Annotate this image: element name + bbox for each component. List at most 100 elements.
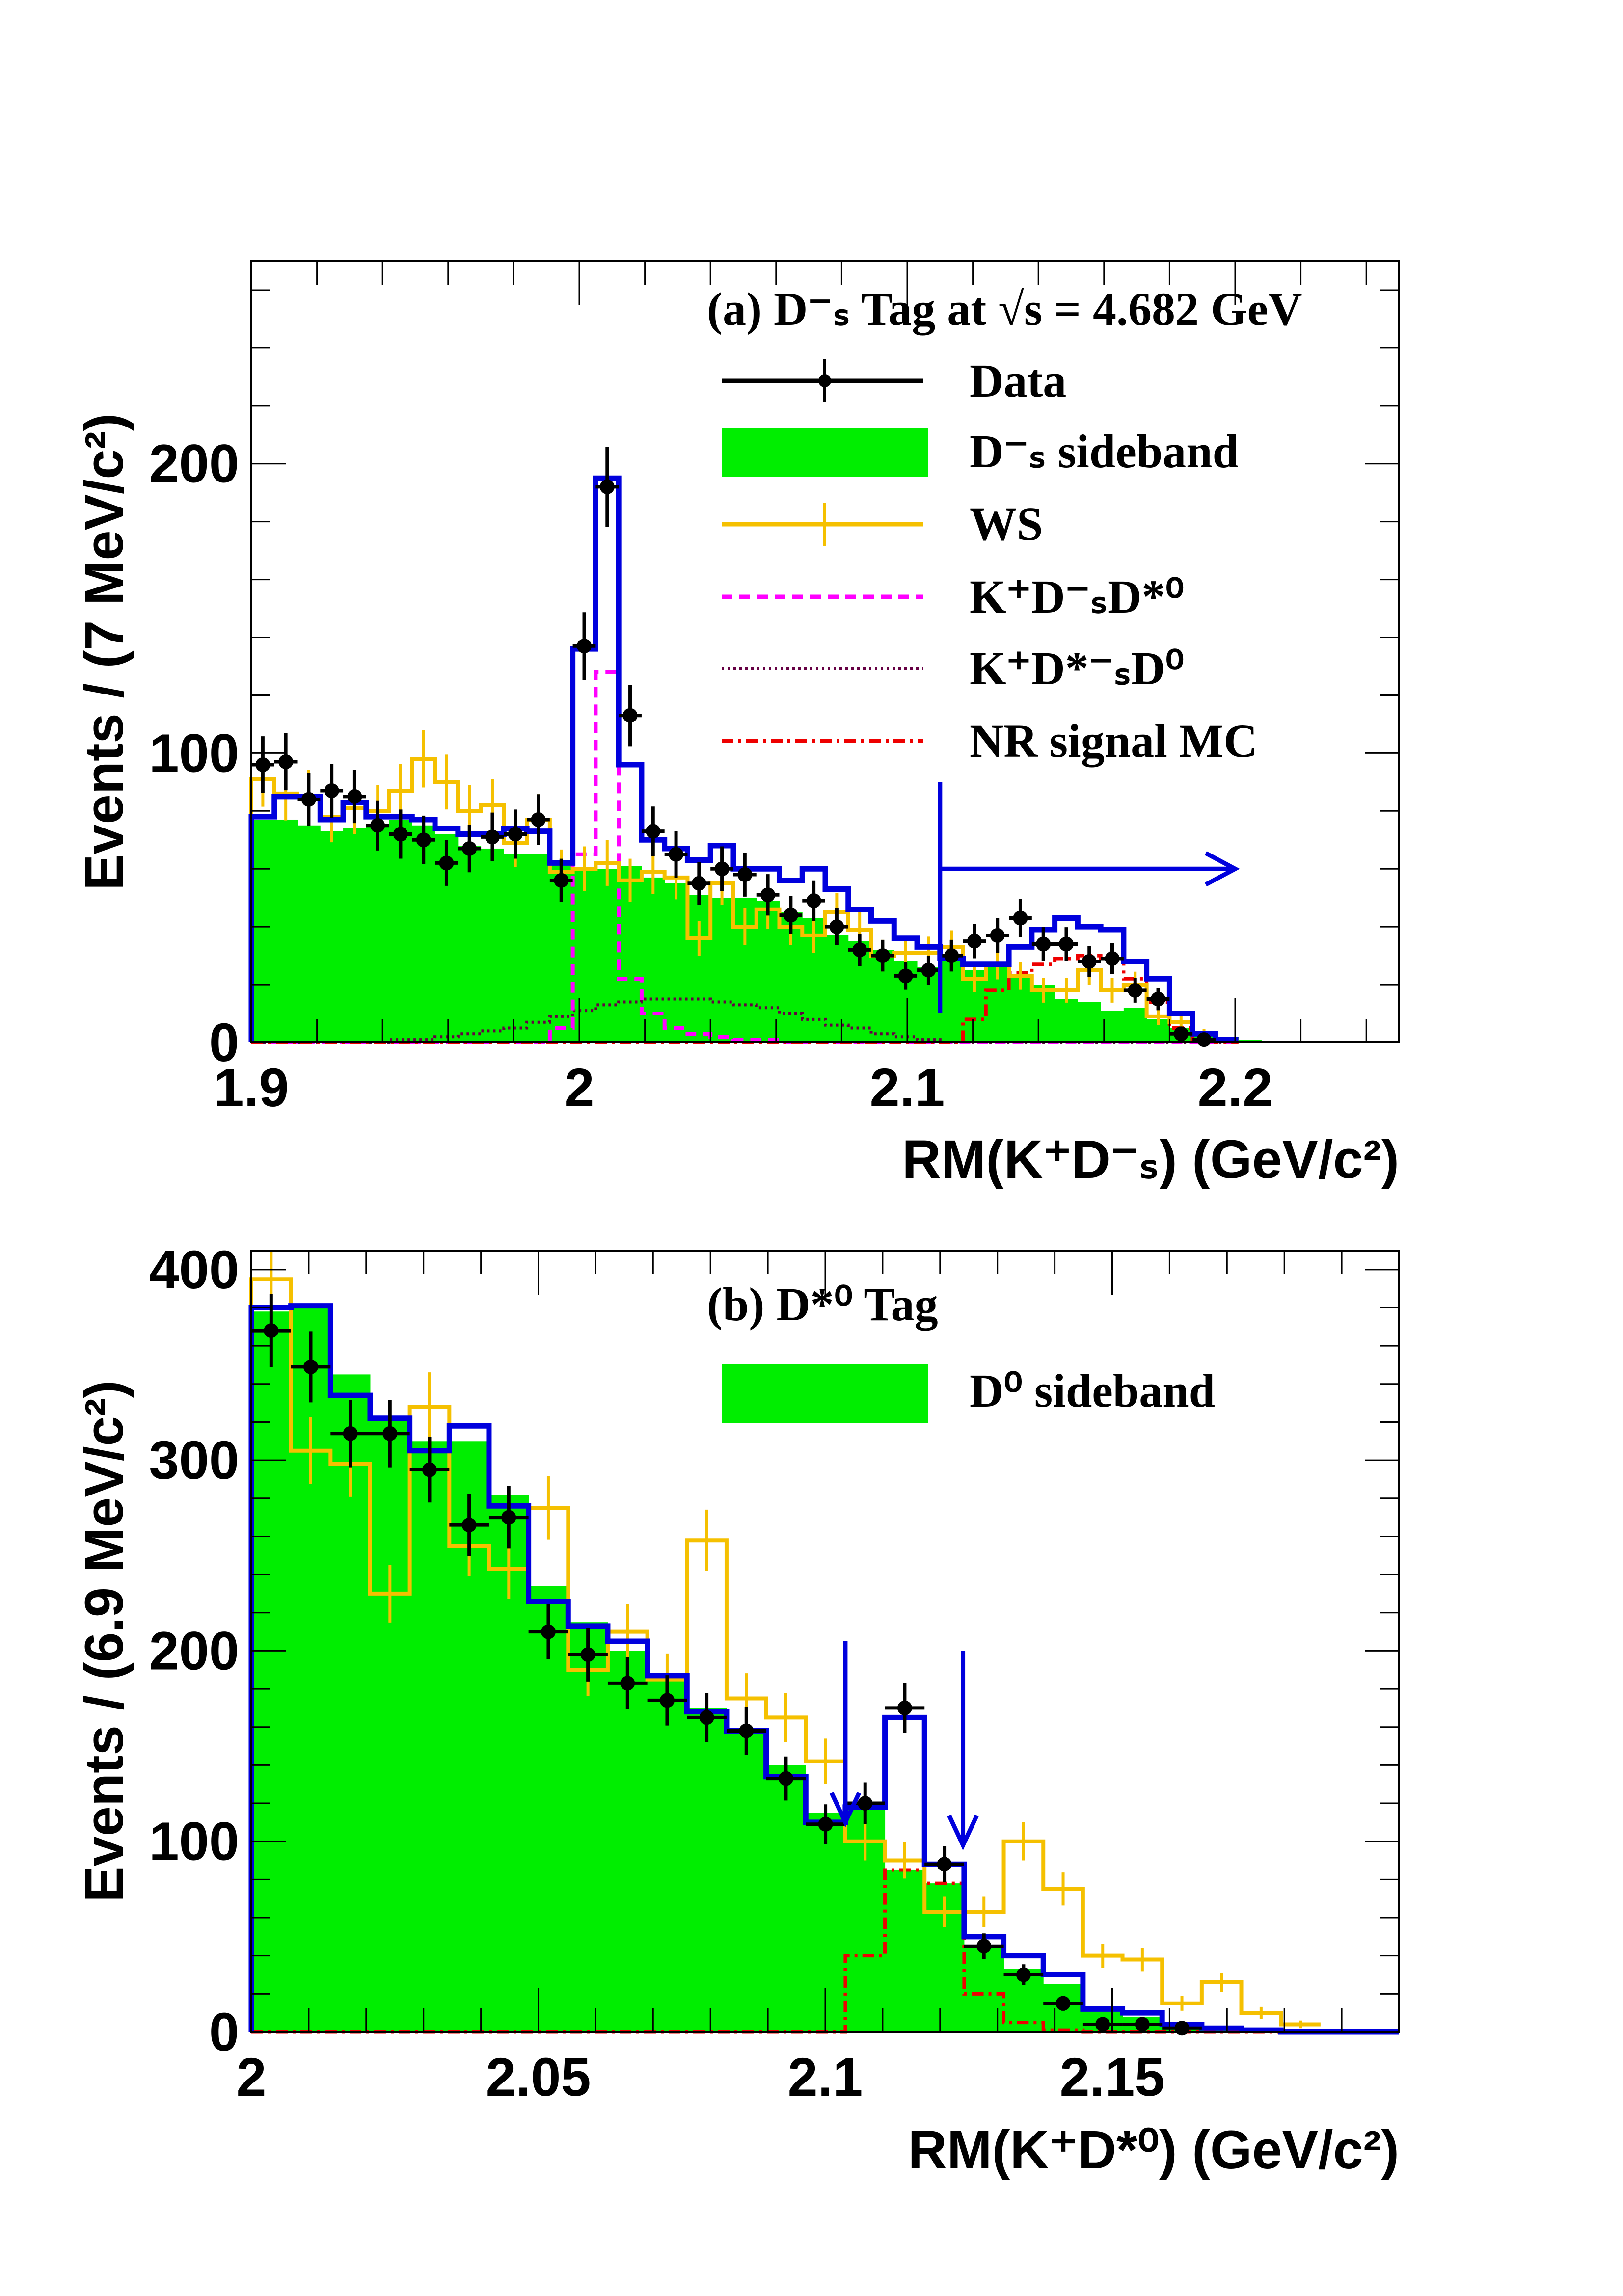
a-ytick-label: 200 [149, 434, 239, 494]
a-data-point [691, 876, 706, 891]
a-data-point [669, 847, 684, 862]
panel-a-sideband [251, 819, 1262, 1042]
a-sideband-bar [481, 848, 504, 1042]
legend-ws-label: WS [970, 498, 1043, 550]
b-sideband-bar [607, 1651, 648, 2032]
a-ytick-label: 100 [149, 723, 239, 783]
panel-b-data [251, 1294, 1202, 2036]
b-data-point [699, 1710, 714, 1725]
panel-a-legend: Data D⁻ₛ sideband WS K⁺D⁻ₛD*⁰ K⁺D*⁻ₛD⁰ N… [722, 354, 1258, 767]
b-data-point [541, 1624, 556, 1639]
a-data-point [278, 754, 294, 770]
a-data-point [531, 812, 546, 827]
panel-b-cut-arrows [829, 1641, 979, 1851]
b-data-point [1174, 2021, 1190, 2036]
a-data-point [967, 934, 982, 949]
a-data-point [393, 827, 408, 842]
a-data-point [462, 841, 477, 856]
a-data-point [485, 829, 500, 845]
a-data-point [1082, 954, 1097, 969]
a-data-point [416, 832, 431, 848]
b-data-point [264, 1323, 279, 1338]
a-data-point [508, 827, 523, 842]
b-data-point [580, 1647, 595, 1662]
a-sideband-bar [664, 883, 688, 1042]
a-sideband-bar [297, 825, 321, 1042]
a-data-point [622, 708, 638, 723]
b-sideband-bar [370, 1418, 410, 2032]
legend-sideband-label: D⁻ₛ sideband [970, 425, 1239, 478]
a-data-point [1058, 936, 1074, 952]
a-data-point [577, 639, 592, 654]
a-data-point [370, 818, 385, 833]
b-xtick-label: 2.05 [486, 2047, 591, 2108]
b-data-point [1095, 2017, 1110, 2032]
a-data-point [1173, 1026, 1189, 1041]
b-sideband-bar [885, 1869, 925, 2032]
panel-a-data [251, 447, 1216, 1047]
a-sideband-bar [504, 854, 527, 1042]
cut-arrow-head [1204, 851, 1240, 887]
a-data-point [852, 942, 867, 958]
a-data-point [324, 783, 339, 799]
a-sideband-bar [320, 831, 344, 1042]
b-data-point [303, 1359, 318, 1374]
a-ytick-label: 0 [209, 1013, 239, 1073]
a-data-point [1196, 1032, 1212, 1047]
panel-a-frame [250, 260, 1400, 1043]
a-data-point [347, 789, 362, 804]
b-data-point [858, 1796, 873, 1811]
a-sideband-bar [572, 869, 596, 1042]
b-ytick-label: 0 [209, 2002, 239, 2062]
a-sideband-bar [1055, 999, 1078, 1042]
panel-b: 2 2.05 2.1 2.15 0 100 200 300 400 (b) D*⁰ Tag D⁰… [74, 1240, 1400, 2180]
a-data-point [599, 479, 615, 494]
a-sideband-bar [687, 895, 711, 1042]
a-data-point [737, 867, 753, 882]
a-data-point [1013, 910, 1028, 926]
a-xtick-label: 2 [564, 1058, 594, 1118]
b-data-point [461, 1518, 477, 1533]
panel-b-xlabel: RM(K⁺D*⁰) (GeV/c²) [908, 2120, 1399, 2180]
a-xtick-label: 1.9 [214, 1058, 289, 1118]
b-sideband-bar [528, 1586, 568, 2032]
b-xtick-label: 2 [236, 2047, 266, 2108]
legend-kdsstard0-label: K⁺D*⁻ₛD⁰ [970, 642, 1184, 694]
b-data-point [382, 1426, 398, 1441]
legend-sideband-symbol [722, 428, 928, 477]
a-data-point [990, 928, 1005, 943]
a-sideband-bar [343, 828, 367, 1042]
b-data-point [422, 1462, 437, 1477]
a-sideband-bar [641, 877, 665, 1042]
a-data-point [301, 792, 316, 807]
a-xtick-label: 2.1 [870, 1058, 945, 1118]
b-sideband-bar [766, 1765, 806, 2032]
a-data-point [646, 824, 661, 839]
a-sideband-bar [251, 819, 275, 1042]
b-data-point [501, 1510, 516, 1525]
panel-b-fit [248, 1303, 1399, 2035]
b-ytick-label: 400 [149, 1240, 239, 1300]
panel-b-legend-sideband-label: D⁰ sideband [970, 1364, 1215, 1417]
panel-b-ylabel: Events / (6.9 MeV/c²) [74, 1380, 135, 1902]
panel-b-frame [250, 1250, 1400, 2033]
b-sideband-bar [687, 1708, 727, 2032]
a-sideband-bar [527, 854, 550, 1042]
a-sideband-bar [274, 819, 298, 1042]
a-data-point [1151, 991, 1166, 1007]
b-data-point [659, 1693, 675, 1708]
panel-a-xlabel: RM(K⁺D⁻ₛ) (GeV/c²) [902, 1129, 1399, 1190]
b-xtick-label: 2.15 [1059, 2047, 1164, 2108]
a-sideband-bar [710, 898, 734, 1042]
a-sideband-bar [940, 961, 964, 1042]
a-data-point [898, 968, 913, 984]
b-data-point [778, 1771, 793, 1786]
a-data-point [921, 962, 936, 978]
a-data-point [806, 893, 821, 908]
a-data-point [439, 855, 454, 871]
b-data-point [937, 1857, 952, 1872]
a-data-point [1128, 983, 1143, 998]
b-sideband-bar [647, 1679, 687, 2032]
b-data-point [897, 1700, 912, 1715]
